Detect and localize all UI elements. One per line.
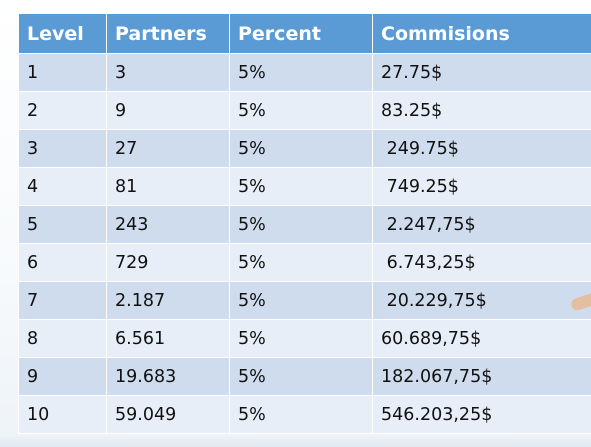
partners-cell: 3 [106,53,230,92]
header-row: Level Partners Percent Commisions [18,13,591,54]
table-row: 5 243 5% 2.247,75$ [18,205,591,244]
partners-cell: 243 [106,205,230,244]
percent-cell: 5% [229,205,373,244]
commisions-cell: 546.203,25$ [372,395,591,434]
level-cell: 10 [18,395,107,434]
table-row: 8 6.561 5% 60.689,75$ [18,319,591,358]
partners-cell: 6.561 [106,319,230,358]
level-cell: 2 [18,91,107,130]
percent-cell: 5% [229,319,373,358]
commisions-cell: 182.067,75$ [372,357,591,396]
partners-cell: 729 [106,243,230,282]
level-cell: 5 [18,205,107,244]
commisions-cell: 749.25$ [372,167,591,206]
percent-cell: 5% [229,129,373,168]
level-cell: 3 [18,129,107,168]
commisions-cell: 2.247,75$ [372,205,591,244]
column-header-level: Level [18,13,107,54]
table-row: 4 81 5% 749.25$ [18,167,591,206]
table-row: 2 9 5% 83.25$ [18,91,591,130]
percent-cell: 5% [229,281,373,320]
partners-cell: 27 [106,129,230,168]
table-header: Level Partners Percent Commisions [18,13,591,54]
column-header-percent: Percent [229,13,373,54]
level-cell: 6 [18,243,107,282]
commisions-cell: 6.743,25$ [372,243,591,282]
bottom-shadow [0,435,591,447]
commisions-cell: 27.75$ [372,53,591,92]
percent-cell: 5% [229,167,373,206]
percent-cell: 5% [229,91,373,130]
table-row: 1 3 5% 27.75$ [18,53,591,92]
partners-cell: 2.187 [106,281,230,320]
table-row: 3 27 5% 249.75$ [18,129,591,168]
commisions-cell: 83.25$ [372,91,591,130]
partners-cell: 59.049 [106,395,230,434]
commisions-cell: 60.689,75$ [372,319,591,358]
commission-table-container: Level Partners Percent Commisions 1 3 5% 27… [18,13,591,434]
commission-table: Level Partners Percent Commisions 1 3 5% 27… [18,13,591,434]
table-row: 7 2.187 5% 20.229,75$ [18,281,591,320]
table-row: 6 729 5% 6.743,25$ [18,243,591,282]
table-row: 10 59.049 5% 546.203,25$ [18,395,591,434]
partners-cell: 9 [106,91,230,130]
partners-cell: 19.683 [106,357,230,396]
percent-cell: 5% [229,53,373,92]
level-cell: 9 [18,357,107,396]
table-row: 9 19.683 5% 182.067,75$ [18,357,591,396]
level-cell: 8 [18,319,107,358]
column-header-commisions: Commisions [372,13,591,54]
level-cell: 4 [18,167,107,206]
commisions-cell: 20.229,75$ [372,281,591,320]
level-cell: 7 [18,281,107,320]
column-header-partners: Partners [106,13,230,54]
percent-cell: 5% [229,395,373,434]
level-cell: 1 [18,53,107,92]
partners-cell: 81 [106,167,230,206]
table-body: 1 3 5% 27.75$ 2 9 5% 83.25$ 3 27 5% 249.75$ 4 81 5% 7… [18,53,591,434]
percent-cell: 5% [229,243,373,282]
commisions-cell: 249.75$ [372,129,591,168]
percent-cell: 5% [229,357,373,396]
